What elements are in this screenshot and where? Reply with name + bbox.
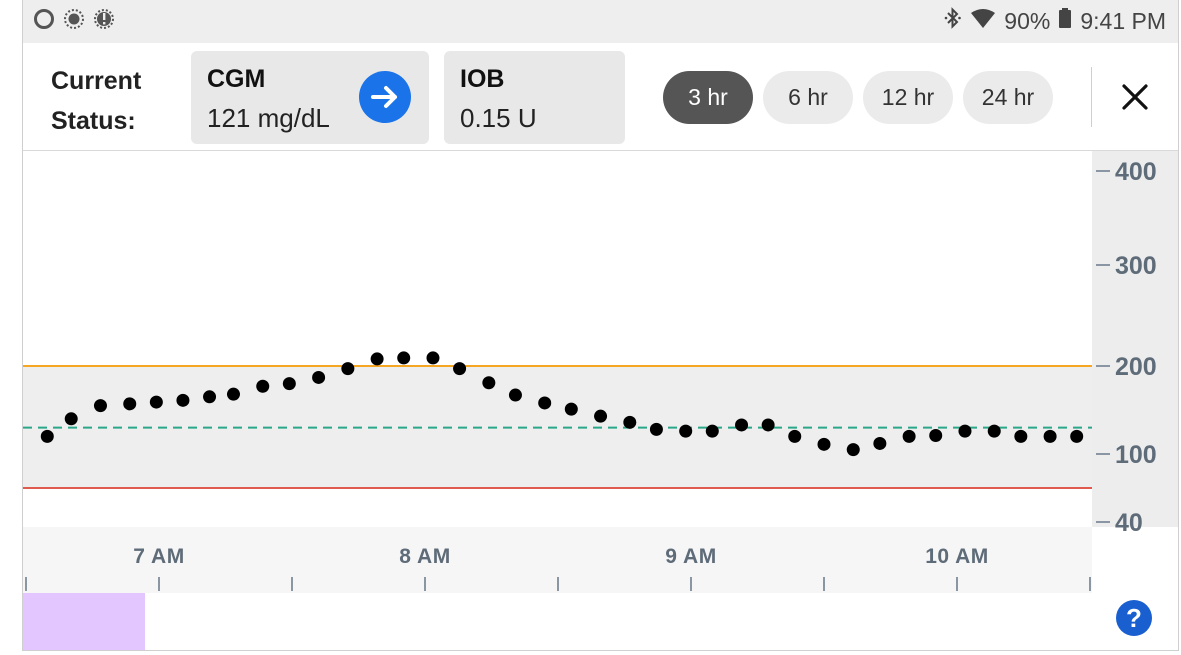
glucose-point (397, 351, 411, 365)
glucose-chart[interactable]: 400 300 200 100 40 7 AM 8 AM 9 AM 10 AM (23, 151, 1179, 651)
glucose-point (64, 412, 78, 426)
glucose-point (788, 429, 802, 443)
close-icon (1122, 84, 1148, 110)
range-24hr-button[interactable]: 24 hr (963, 71, 1053, 124)
range-12hr-button[interactable]: 12 hr (863, 71, 953, 124)
iob-title: IOB (460, 65, 505, 93)
glucose-point (226, 387, 240, 401)
x-tick-label: 8 AM (399, 545, 450, 568)
x-tick-label: 7 AM (133, 545, 184, 568)
glucose-point (735, 418, 749, 432)
glucose-point (482, 376, 496, 390)
y-tick-label: 100 (1115, 441, 1157, 469)
glucose-point (256, 379, 270, 393)
glucose-point (123, 397, 137, 411)
bluetooth-icon (944, 7, 962, 35)
alert-circle-icon (93, 8, 115, 30)
glucose-point (623, 415, 637, 429)
battery-percent: 90% (1004, 7, 1051, 34)
range-3hr-button[interactable]: 3 hr (663, 71, 753, 124)
close-button[interactable] (1115, 77, 1155, 117)
glucose-point (282, 377, 296, 391)
glucose-point (649, 422, 663, 436)
glucose-point (176, 393, 190, 407)
arrow-right-icon (359, 71, 411, 123)
y-tick-label: 400 (1115, 158, 1157, 186)
circle-outline-icon (33, 8, 55, 30)
glucose-point (312, 370, 326, 384)
x-tick-label: 10 AM (925, 545, 989, 568)
glucose-point (149, 395, 163, 409)
status-bar: 90% 9:41 PM (23, 0, 1178, 43)
iob-card[interactable]: IOB 0.15 U (444, 51, 625, 144)
status-bar-notifications (33, 8, 115, 30)
help-button[interactable]: ? (1116, 600, 1152, 636)
current-status-label: Current Status: (51, 67, 142, 135)
x-tick-label: 9 AM (665, 545, 716, 568)
status-header: Current Status: CGM 121 mg/dL IOB 0.15 U… (23, 43, 1178, 151)
battery-icon (1058, 7, 1072, 35)
glucose-point (929, 429, 943, 443)
glucose-point (902, 429, 916, 443)
glucose-point (203, 390, 217, 404)
glucose-point (426, 351, 440, 365)
y-axis-panel (1092, 151, 1178, 527)
glucose-point (873, 436, 887, 450)
glucose-point (1014, 429, 1028, 443)
glucose-point (1043, 429, 1057, 443)
time-range-selector: 3 hr 6 hr 12 hr 24 hr (663, 71, 1053, 124)
y-tick-label: 300 (1115, 252, 1157, 280)
y-tick-label: 200 (1115, 353, 1157, 381)
glucose-point (40, 429, 54, 443)
glucose-point (958, 424, 972, 438)
glucose-point (987, 424, 1001, 438)
glucose-point (679, 424, 693, 438)
glucose-point (370, 352, 384, 366)
glucose-point (508, 388, 522, 402)
app-frame: 90% 9:41 PM Current Status: CGM 121 mg/d… (22, 0, 1179, 651)
wifi-icon (970, 8, 996, 35)
glucose-point (453, 362, 467, 376)
iob-value: 0.15 U (460, 103, 537, 133)
help-icon: ? (1126, 602, 1142, 633)
glucose-point (341, 362, 355, 376)
status-time: 9:41 PM (1080, 7, 1166, 34)
glucose-point (817, 437, 831, 451)
range-6hr-button[interactable]: 6 hr (763, 71, 853, 124)
glucose-point (93, 399, 107, 413)
glucose-point (538, 396, 552, 410)
dotted-circle-icon (63, 8, 85, 30)
glucose-point (705, 424, 719, 438)
event-marker (23, 593, 145, 650)
header-divider (1091, 67, 1092, 127)
glucose-point (761, 418, 775, 432)
cgm-card[interactable]: CGM 121 mg/dL (191, 51, 429, 144)
glucose-point (594, 409, 608, 423)
y-tick-label: 40 (1115, 509, 1143, 537)
status-bar-system: 90% 9:41 PM (944, 7, 1166, 35)
cgm-title: CGM (207, 65, 266, 93)
cgm-value: 121 mg/dL (207, 103, 330, 133)
glucose-point (1070, 429, 1084, 443)
glucose-point (564, 402, 578, 416)
glucose-point (846, 443, 860, 457)
